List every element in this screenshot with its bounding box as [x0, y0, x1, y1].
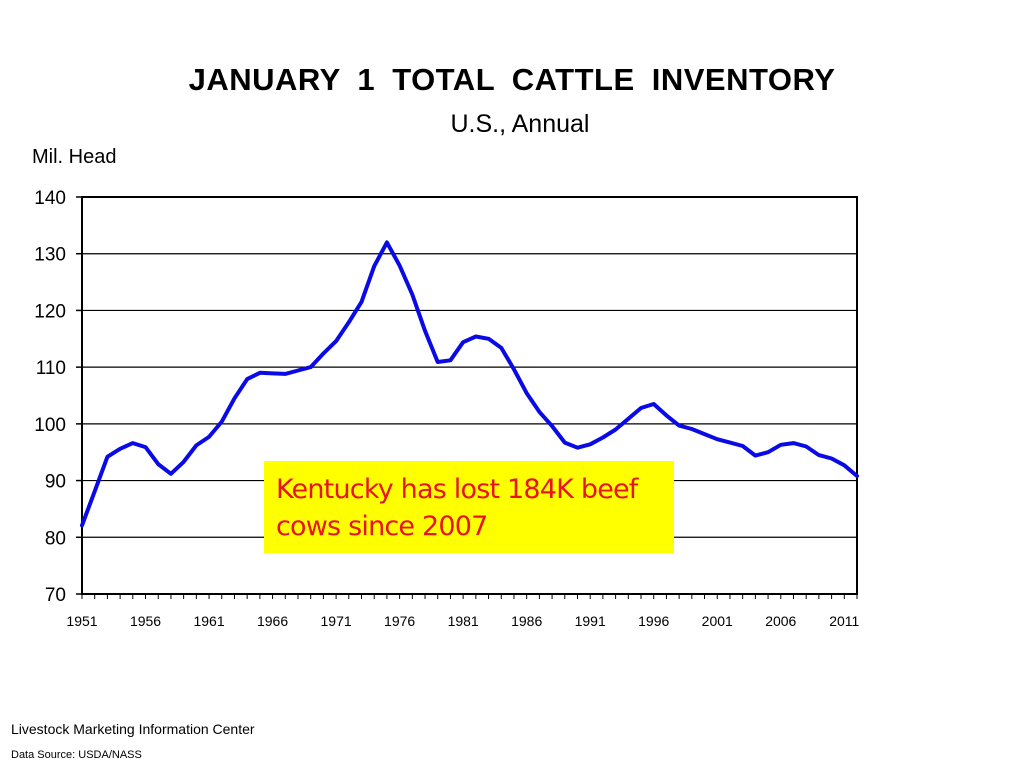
x-tick-label: 1981 — [448, 613, 479, 629]
x-tick-label: 1996 — [638, 613, 669, 629]
plot-area — [81, 196, 858, 595]
y-axis-unit-label: Mil. Head — [32, 146, 117, 168]
x-tick-label: 2001 — [702, 613, 733, 629]
y-tick-label: 110 — [36, 358, 66, 379]
x-tick-label: 1971 — [321, 613, 352, 629]
y-tick-label: 80 — [45, 528, 66, 549]
x-tick-label: 1956 — [130, 613, 161, 629]
data-source: Data Source: USDA/NASS — [11, 749, 142, 761]
callout-box: Kentucky has lost 184K beef cows since 2… — [264, 461, 674, 553]
y-tick-label: 90 — [45, 472, 66, 493]
x-tick-label: 2011 — [829, 613, 859, 629]
y-tick-label: 140 — [34, 188, 66, 209]
x-tick-label: 1966 — [257, 613, 288, 629]
series-line — [80, 240, 859, 528]
callout-line-1: Kentucky has lost 184K beef — [276, 474, 638, 505]
x-tick-label: 1991 — [575, 613, 606, 629]
x-tick-label: 1986 — [511, 613, 542, 629]
x-tick-label: 1961 — [193, 613, 224, 629]
x-tick-label: 1976 — [384, 613, 415, 629]
chart-title: JANUARY 1 TOTAL CATTLE INVENTORY — [188, 62, 836, 97]
x-tick-label: 1951 — [66, 613, 97, 629]
y-tick-label: 120 — [34, 301, 66, 322]
source-organization: Livestock Marketing Information Center — [11, 721, 255, 737]
callout-line-2: cows since 2007 — [276, 511, 488, 542]
y-tick-label: 130 — [34, 245, 66, 266]
y-tick-label: 70 — [45, 585, 66, 606]
chart-subtitle: U.S., Annual — [450, 110, 590, 138]
y-tick-label: 100 — [34, 415, 66, 436]
x-tick-label: 2006 — [765, 613, 796, 629]
